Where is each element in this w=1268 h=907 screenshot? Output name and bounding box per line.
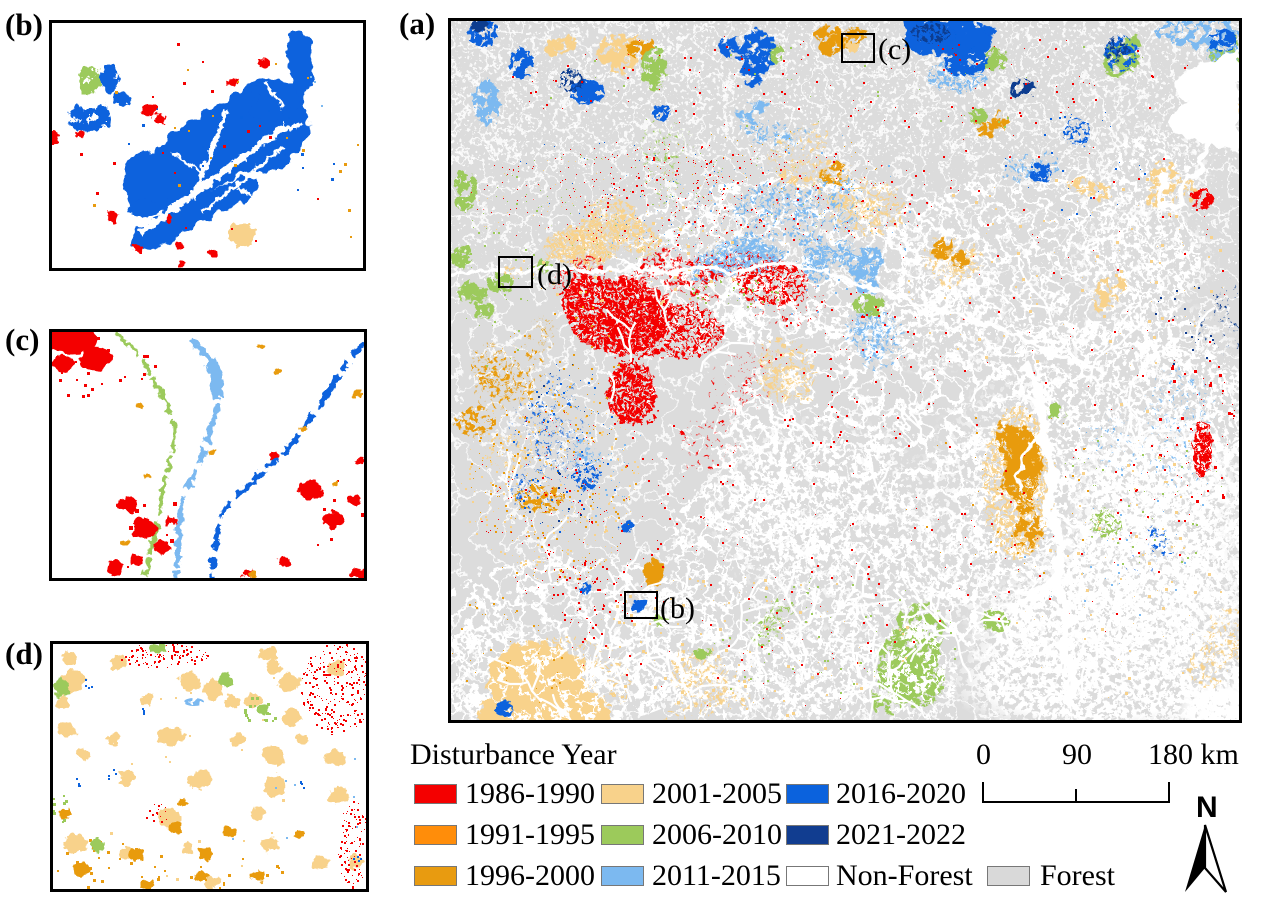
svg-text:(d): (d) xyxy=(537,258,572,291)
svg-text:(b): (b) xyxy=(660,592,695,625)
svg-text:(c): (c) xyxy=(878,33,911,66)
